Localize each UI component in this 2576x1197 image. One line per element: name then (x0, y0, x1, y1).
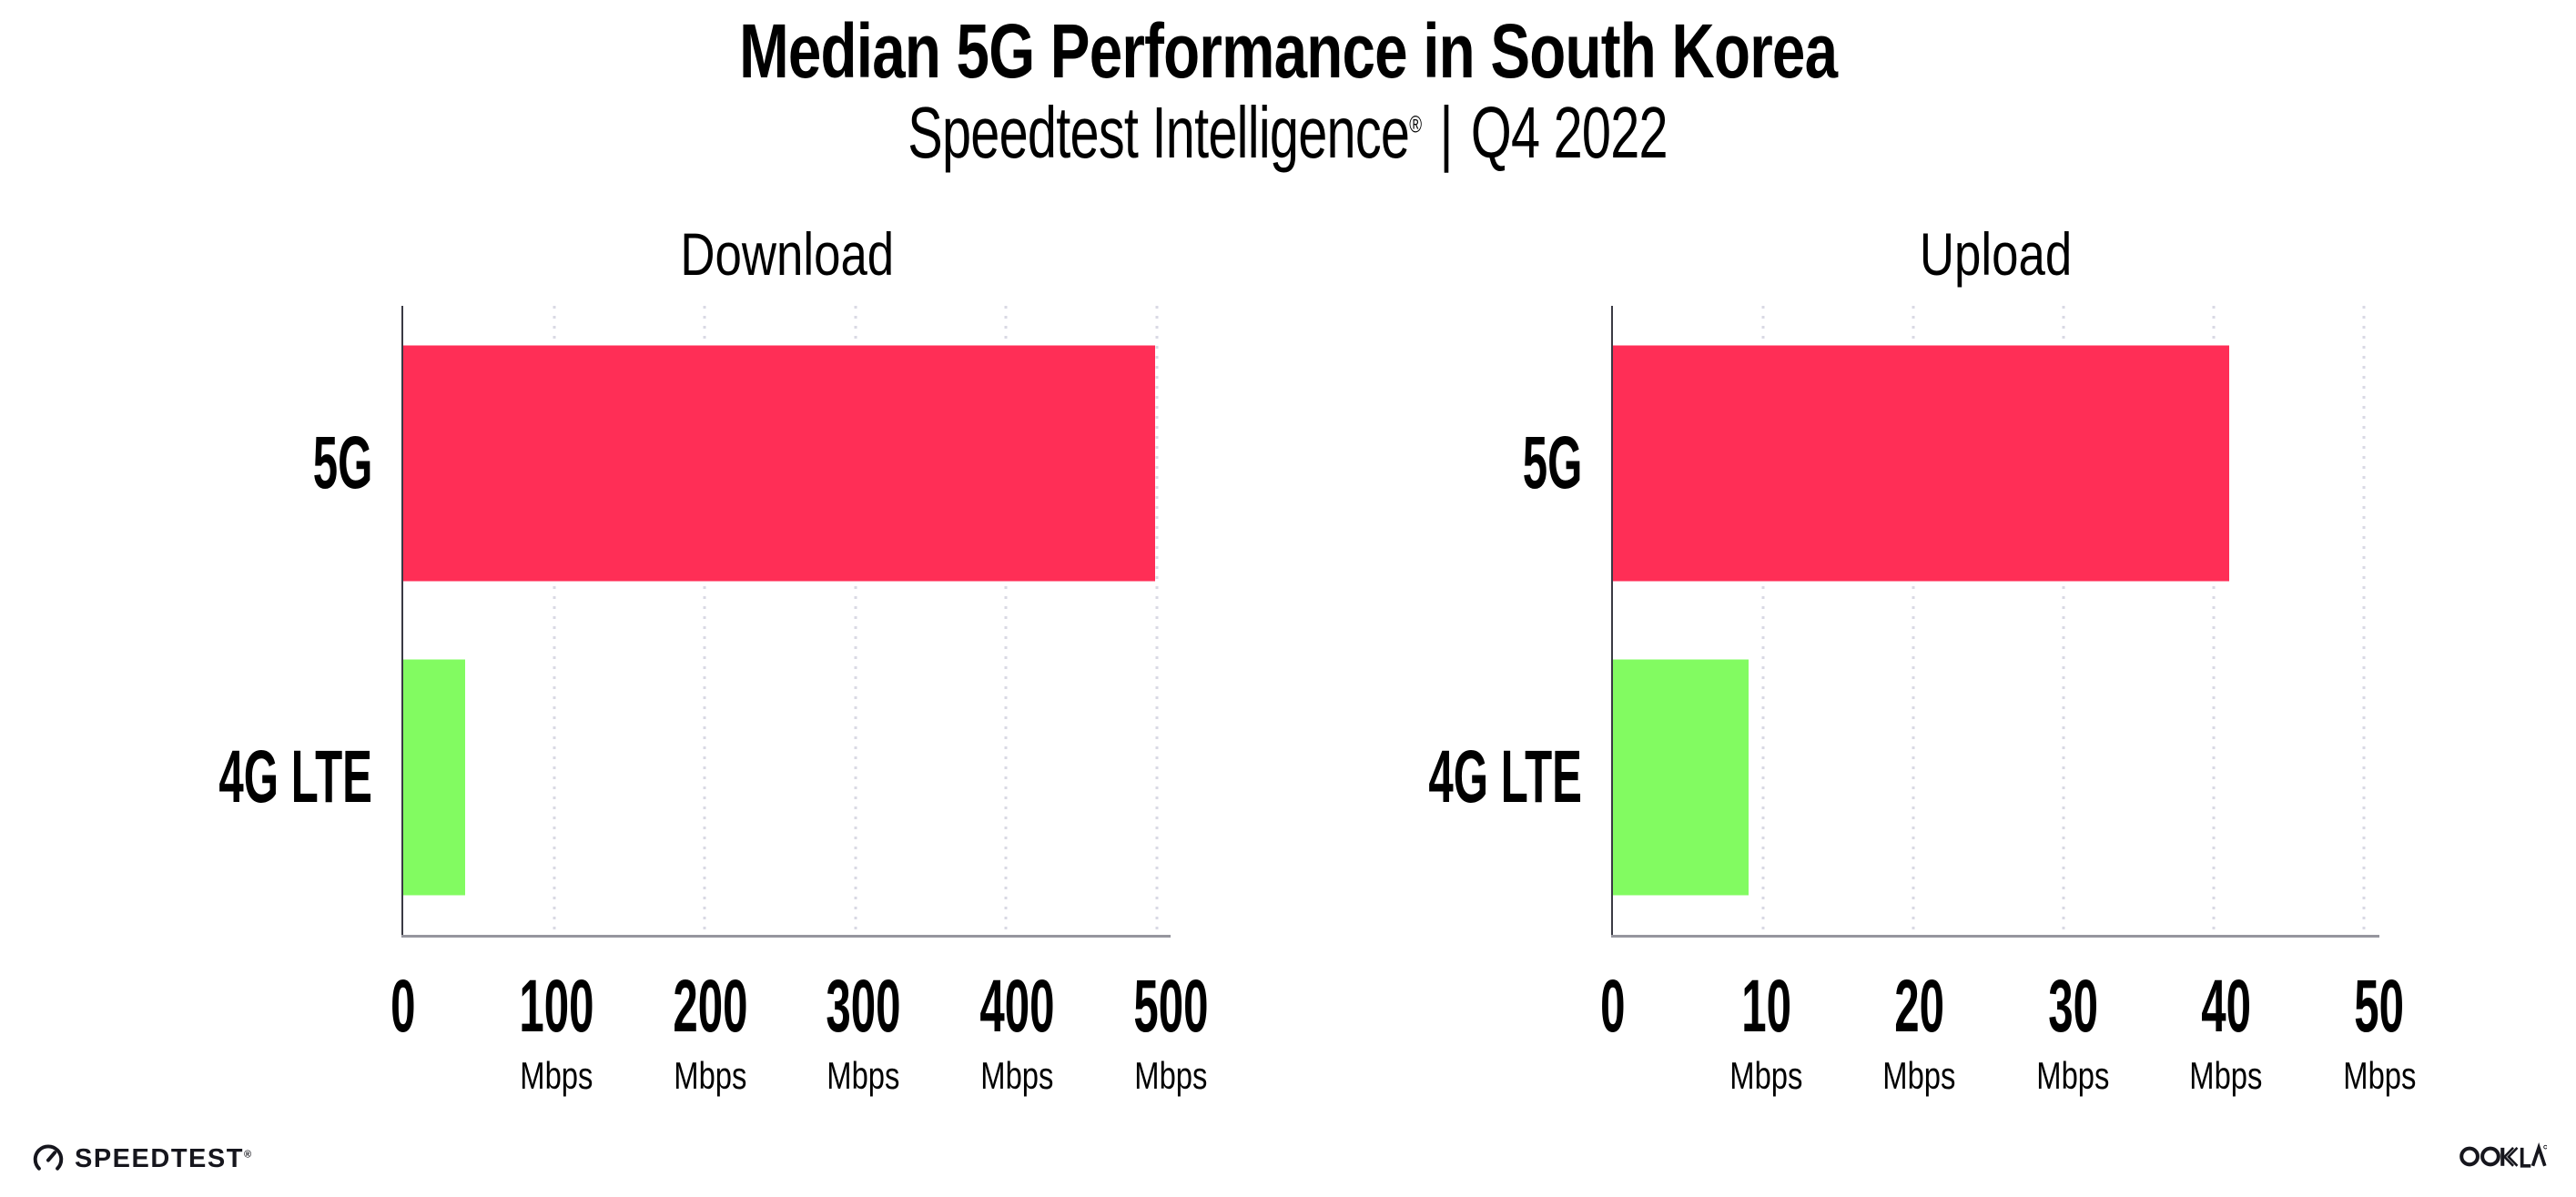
page-subtitle: Speedtest Intelligence® | Q4 2022 (0, 96, 2576, 169)
x-tick-unit: Mbps (1133, 1053, 1208, 1097)
x-tick-0: 0 (294, 965, 512, 1095)
x-tick-100: 100 Mbps (448, 965, 666, 1097)
x-tick-unit: Mbps (2036, 1053, 2110, 1097)
x-tick-20: 20 Mbps (1810, 965, 2029, 1097)
x-tick-unit: Mbps (2342, 1053, 2417, 1097)
download-plot-area: 5G 4G LTE (218, 306, 1159, 935)
gridline-100 (553, 306, 556, 935)
x-tick-300: 300 Mbps (755, 965, 973, 1097)
bar-4g-lte (1613, 659, 1749, 896)
x-tick-unit: Mbps (1729, 1053, 1803, 1097)
x-tick-10: 10 Mbps (1657, 965, 1875, 1097)
x-tick-value: 40 (2201, 965, 2251, 1048)
bar-5g (1613, 345, 2229, 582)
x-tick-50: 50 Mbps (2270, 965, 2489, 1097)
subtitle-product: Speedtest Intelligence (908, 92, 1411, 173)
x-tick-unit: Mbps (674, 1053, 747, 1097)
x-tick-value: 20 (1894, 965, 1945, 1048)
x-tick-value: 10 (1741, 965, 1791, 1048)
upload-x-axis-line (1611, 935, 2379, 938)
x-tick-unit: Mbps (2189, 1053, 2263, 1097)
subtitle-period: Q4 2022 (1471, 92, 1668, 173)
x-tick-unit: Mbps (520, 1053, 593, 1097)
gridline-30 (2062, 306, 2065, 935)
x-tick-value: 100 (519, 965, 594, 1048)
ookla-logo: OOKLA (2459, 1140, 2548, 1174)
page-title-text: Median 5G Performance in South Korea (738, 8, 1838, 94)
upload-y-axis-spine (1611, 306, 1613, 935)
upload-chart-title: Upload (1920, 220, 2073, 288)
gridline-500 (1155, 306, 1159, 935)
gridline-20 (1912, 306, 1915, 935)
x-tick-30: 30 Mbps (1963, 965, 2182, 1097)
download-chart-title: Download (680, 220, 894, 288)
page-subtitle-text: Speedtest Intelligence® | Q4 2022 (908, 96, 1668, 169)
x-tick-0: 0 (1504, 965, 1722, 1095)
bar-5g (403, 345, 1156, 582)
registered-trademark-icon: ® (1409, 110, 1423, 138)
x-tick-value: 200 (673, 965, 748, 1048)
gridline-10 (1761, 306, 1765, 935)
download-x-axis-ticks: 0 100 Mbps 200 Mbps 300 Mbps 400 Mbps 500 Mbps (390, 965, 1208, 1126)
speedtest-gauge-icon (33, 1144, 64, 1171)
upload-chart: Upload 5G 4G LTE 0 10 Mbps 20 Mbps 30 Mbps 40 Mbp… (1428, 224, 2416, 1094)
x-tick-unit: Mbps (980, 1053, 1054, 1097)
upload-plot-area: 5G 4G LTE (1428, 306, 2366, 935)
upload-x-axis-ticks: 0 10 Mbps 20 Mbps 30 Mbps 40 Mbps 50 Mbps (1600, 965, 2416, 1126)
x-tick-unit: Mbps (827, 1053, 900, 1097)
x-tick-unit: Mbps (1882, 1053, 1956, 1097)
x-tick-200: 200 Mbps (601, 965, 819, 1097)
speedtest-wordmark: SPEEDTEST® (75, 1143, 253, 1173)
speedtest-trademark-icon: ® (243, 1148, 253, 1160)
ookla-wordmark-icon (2459, 1142, 2548, 1168)
x-tick-value: 50 (2354, 965, 2405, 1048)
ookla-trademark-icon (2543, 1144, 2548, 1150)
x-tick-value: 0 (1600, 965, 1626, 1048)
download-x-axis-line (401, 935, 1171, 938)
x-tick-value: 0 (390, 965, 416, 1048)
gridline-200 (703, 306, 706, 935)
category-label-4g-lte: 4G LTE (1428, 735, 1582, 819)
download-chart: Download 5G 4G LTE 0 100 Mbps 200 Mbps 300 Mbps… (218, 224, 1208, 1094)
subtitle-separator: | (1439, 92, 1454, 173)
x-tick-value: 30 (2047, 965, 2098, 1048)
gridline-40 (2212, 306, 2216, 935)
download-y-axis-spine (401, 306, 403, 935)
x-tick-40: 40 Mbps (2117, 965, 2336, 1097)
x-tick-400: 400 Mbps (908, 965, 1126, 1097)
category-label-5g: 5G (312, 421, 372, 504)
x-tick-value: 500 (1132, 965, 1209, 1048)
speedtest-logo: SPEEDTEST® (31, 1140, 253, 1178)
gridline-50 (2362, 306, 2366, 935)
bar-4g-lte (403, 659, 465, 896)
page-title: Median 5G Performance in South Korea (0, 13, 2576, 89)
category-label-4g-lte: 4G LTE (218, 735, 372, 819)
x-tick-500: 500 Mbps (1061, 965, 1280, 1097)
category-label-5g: 5G (1522, 421, 1582, 504)
gridline-400 (1004, 306, 1008, 935)
gridline-300 (854, 306, 857, 935)
x-tick-value: 300 (826, 965, 901, 1048)
x-tick-value: 400 (979, 965, 1055, 1048)
